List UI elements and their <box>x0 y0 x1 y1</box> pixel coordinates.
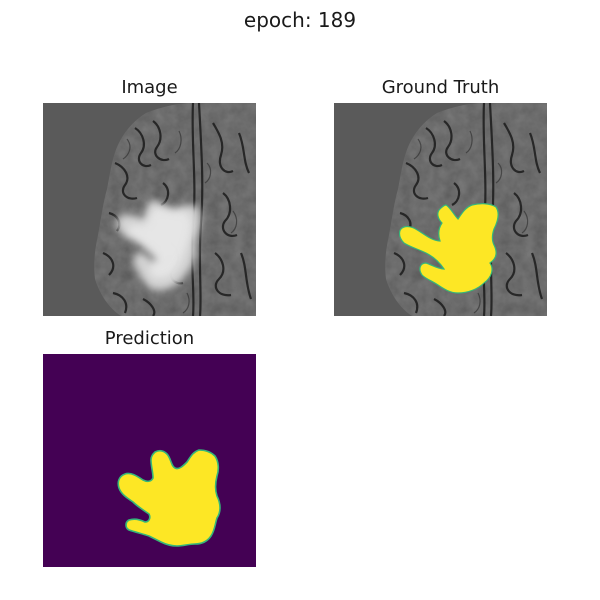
ground-truth-panel-title: Ground Truth <box>381 77 500 98</box>
ground-truth-panel <box>334 103 547 316</box>
brain-mri-image <box>43 103 256 316</box>
ground-truth-overlay-image <box>334 103 547 316</box>
prediction-mask <box>117 449 221 547</box>
prediction-panel-title: Prediction <box>104 328 195 349</box>
image-panel-title: Image <box>121 77 178 98</box>
prediction-mask-image <box>43 354 256 567</box>
ground-truth-mask <box>398 203 499 294</box>
mri-image-panel <box>43 103 256 316</box>
figure-title: epoch: 189 <box>243 8 357 32</box>
prediction-panel <box>43 354 256 567</box>
